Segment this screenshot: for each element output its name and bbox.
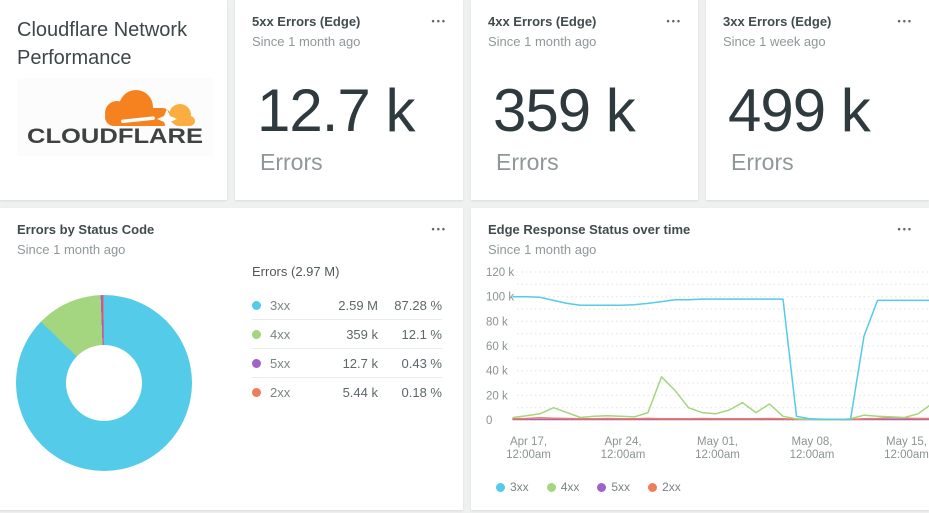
billboard-value: 359 k (493, 77, 636, 144)
table-row[interactable]: 5xx 12.7 k 0.43 % (252, 348, 442, 377)
donut-chart[interactable] (16, 295, 192, 471)
svg-text:May 01,: May 01, (697, 436, 738, 448)
series-color-dot-icon (546, 482, 556, 492)
table-row[interactable]: 4xx 359 k 12.1 % (252, 319, 442, 348)
menu-ellipsis-icon[interactable]: ••• (666, 16, 682, 26)
cloud-icon (105, 90, 195, 129)
series-color-dot-icon (252, 329, 261, 339)
status-code-label: 4xx (270, 326, 291, 342)
series-color-dot-icon (648, 482, 658, 492)
edge-response-status-card: Edge Response Status over time Since 1 m… (471, 208, 929, 510)
billboard-card-4xx: 4xx Errors (Edge) Since 1 month ago ••• … (471, 0, 698, 200)
card-timerange: Since 1 week ago (723, 34, 826, 49)
svg-text:May 08,: May 08, (792, 436, 833, 448)
status-code-label: 2xx (270, 384, 291, 400)
svg-text:100 k: 100 k (486, 292, 514, 304)
legend-label: 4xx (560, 480, 580, 494)
svg-text:May 15,: May 15, (886, 436, 927, 448)
svg-text:80 k: 80 k (486, 316, 508, 328)
card-timerange: Since 1 month ago (488, 242, 597, 257)
legend-item-2xx[interactable]: 2xx (648, 480, 681, 494)
svg-text:Apr 17,: Apr 17, (510, 436, 547, 448)
svg-text:0: 0 (486, 415, 492, 427)
cloudflare-logo: CLOUDFLARE (17, 78, 213, 156)
menu-ellipsis-icon[interactable]: ••• (431, 224, 447, 234)
svg-text:12:00am: 12:00am (884, 449, 929, 461)
status-code-value: 359 k (346, 326, 378, 342)
billboard-unit: Errors (260, 149, 323, 175)
card-title: 4xx Errors (Edge) (488, 14, 597, 29)
card-timerange: Since 1 month ago (17, 242, 126, 257)
status-code-percent: 87.28 % (394, 297, 442, 313)
legend-label: 3xx (510, 480, 529, 494)
svg-text:12:00am: 12:00am (506, 449, 551, 461)
pie-table-header: Errors (2.97 M) (252, 264, 340, 279)
legend-label: 2xx (662, 480, 681, 494)
legend-item-5xx[interactable]: 5xx (597, 480, 630, 494)
card-title: 5xx Errors (Edge) (252, 14, 361, 29)
menu-ellipsis-icon[interactable]: ••• (897, 16, 913, 26)
series-color-dot-icon (597, 482, 607, 492)
svg-text:12:00am: 12:00am (790, 449, 835, 461)
card-timerange: Since 1 month ago (252, 34, 361, 49)
status-code-value: 12.7 k (342, 355, 378, 371)
legend-item-3xx[interactable]: 3xx (496, 480, 529, 494)
table-row[interactable]: 3xx 2.59 M 87.28 % (252, 291, 442, 319)
svg-text:60 k: 60 k (486, 341, 508, 353)
svg-text:12:00am: 12:00am (601, 449, 646, 461)
svg-text:Apr 24,: Apr 24, (604, 436, 641, 448)
status-code-percent: 0.18 % (401, 384, 442, 400)
legend-item-4xx[interactable]: 4xx (546, 480, 580, 494)
svg-text:40 k: 40 k (486, 366, 508, 378)
status-code-percent: 0.43 % (401, 355, 442, 371)
svg-text:12:00am: 12:00am (695, 449, 740, 461)
billboard-unit: Errors (496, 149, 559, 175)
card-timerange: Since 1 month ago (488, 34, 597, 49)
card-title: Edge Response Status over time (488, 222, 691, 237)
table-row[interactable]: 2xx 5.44 k 0.18 % (252, 377, 442, 406)
menu-ellipsis-icon[interactable]: ••• (897, 224, 913, 234)
status-code-value: 5.44 k (342, 384, 378, 400)
dashboard-title: Cloudflare Network Performance (17, 19, 188, 69)
line-chart-legend: 3xx 4xx 5xx 2xx (496, 480, 681, 494)
card-title: 3xx Errors (Edge) (723, 14, 832, 29)
billboard-card-5xx: 5xx Errors (Edge) Since 1 month ago ••• … (235, 0, 463, 200)
billboard-unit: Errors (731, 149, 794, 175)
series-color-dot-icon (252, 300, 261, 310)
cloudflare-logo-image: CLOUDFLARE (27, 90, 203, 148)
svg-text:20 k: 20 k (486, 390, 508, 402)
errors-by-status-card: Errors by Status Code Since 1 month ago … (0, 208, 463, 510)
status-code-value: 2.59 M (338, 297, 378, 313)
billboard-value: 12.7 k (257, 77, 415, 144)
series-color-dot-icon (252, 387, 261, 397)
menu-ellipsis-icon[interactable]: ••• (431, 16, 447, 26)
card-title: Errors by Status Code (17, 222, 155, 237)
svg-text:120 k: 120 k (486, 267, 514, 279)
cloudflare-wordmark: CLOUDFLARE (27, 125, 203, 148)
status-code-percent: 12.1 % (401, 326, 442, 342)
pie-legend-table: Errors (2.97 M) 3xx 2.59 M 87.28 % 4xx 3… (252, 264, 442, 406)
series-color-dot-icon (252, 358, 261, 368)
billboard-value: 499 k (728, 77, 871, 144)
status-code-label: 3xx (270, 297, 291, 313)
series-color-dot-icon (496, 482, 505, 492)
dashboard-title-card: Cloudflare Network Performance CLOUDFLAR… (0, 0, 227, 200)
status-code-label: 5xx (270, 355, 291, 371)
legend-label: 5xx (611, 480, 631, 494)
billboard-card-3xx: 3xx Errors (Edge) Since 1 week ago ••• 4… (706, 0, 929, 200)
